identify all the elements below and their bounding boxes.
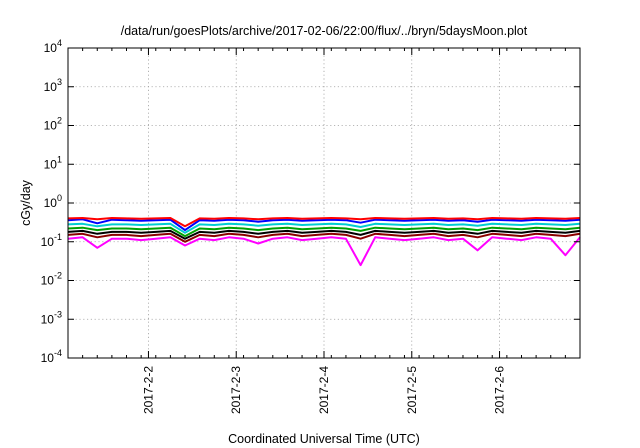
series-line: [67, 218, 581, 232]
grid: [68, 48, 580, 358]
x-tick-label: 2017-2-5: [405, 366, 419, 414]
series-line: [67, 226, 581, 238]
series-line: [67, 217, 581, 228]
x-axis: 2017-2-2 2017-2-3 2017-2-4 2017-2-5 2017-2-6: [82, 48, 566, 414]
chart-title: /data/run/goesPlots/archive/2017-02-06/2…: [121, 24, 528, 38]
y-axis-label: cGy/day: [19, 179, 33, 226]
x-tick-label: 2017-2-6: [493, 366, 507, 414]
x-tick-label: 2017-2-2: [141, 366, 155, 414]
x-tick-label: 2017-2-4: [317, 366, 331, 414]
y-tick-label: 103: [44, 77, 62, 94]
y-tick-label: 104: [44, 38, 62, 55]
y-tick-label: 101: [44, 154, 62, 171]
series-line: [67, 222, 581, 234]
y-tick-label: 10-4: [41, 348, 62, 365]
series-line: [67, 229, 581, 240]
y-tick-label: 10-1: [41, 232, 62, 249]
series-line: [67, 232, 581, 243]
y-tick-label: 10-3: [41, 309, 62, 326]
series-lines: [67, 217, 581, 267]
y-tick-label: 100: [44, 193, 62, 210]
x-tick-label: 2017-2-3: [229, 366, 243, 414]
y-tick-label: 10-2: [41, 271, 62, 288]
x-axis-label: Coordinated Universal Time (UTC): [228, 432, 420, 446]
y-axis: 10-4 10-3 10-2 10-1 100 101 102 103 104: [41, 38, 580, 365]
series-line: [67, 236, 581, 267]
y-tick-label: 102: [44, 116, 62, 133]
